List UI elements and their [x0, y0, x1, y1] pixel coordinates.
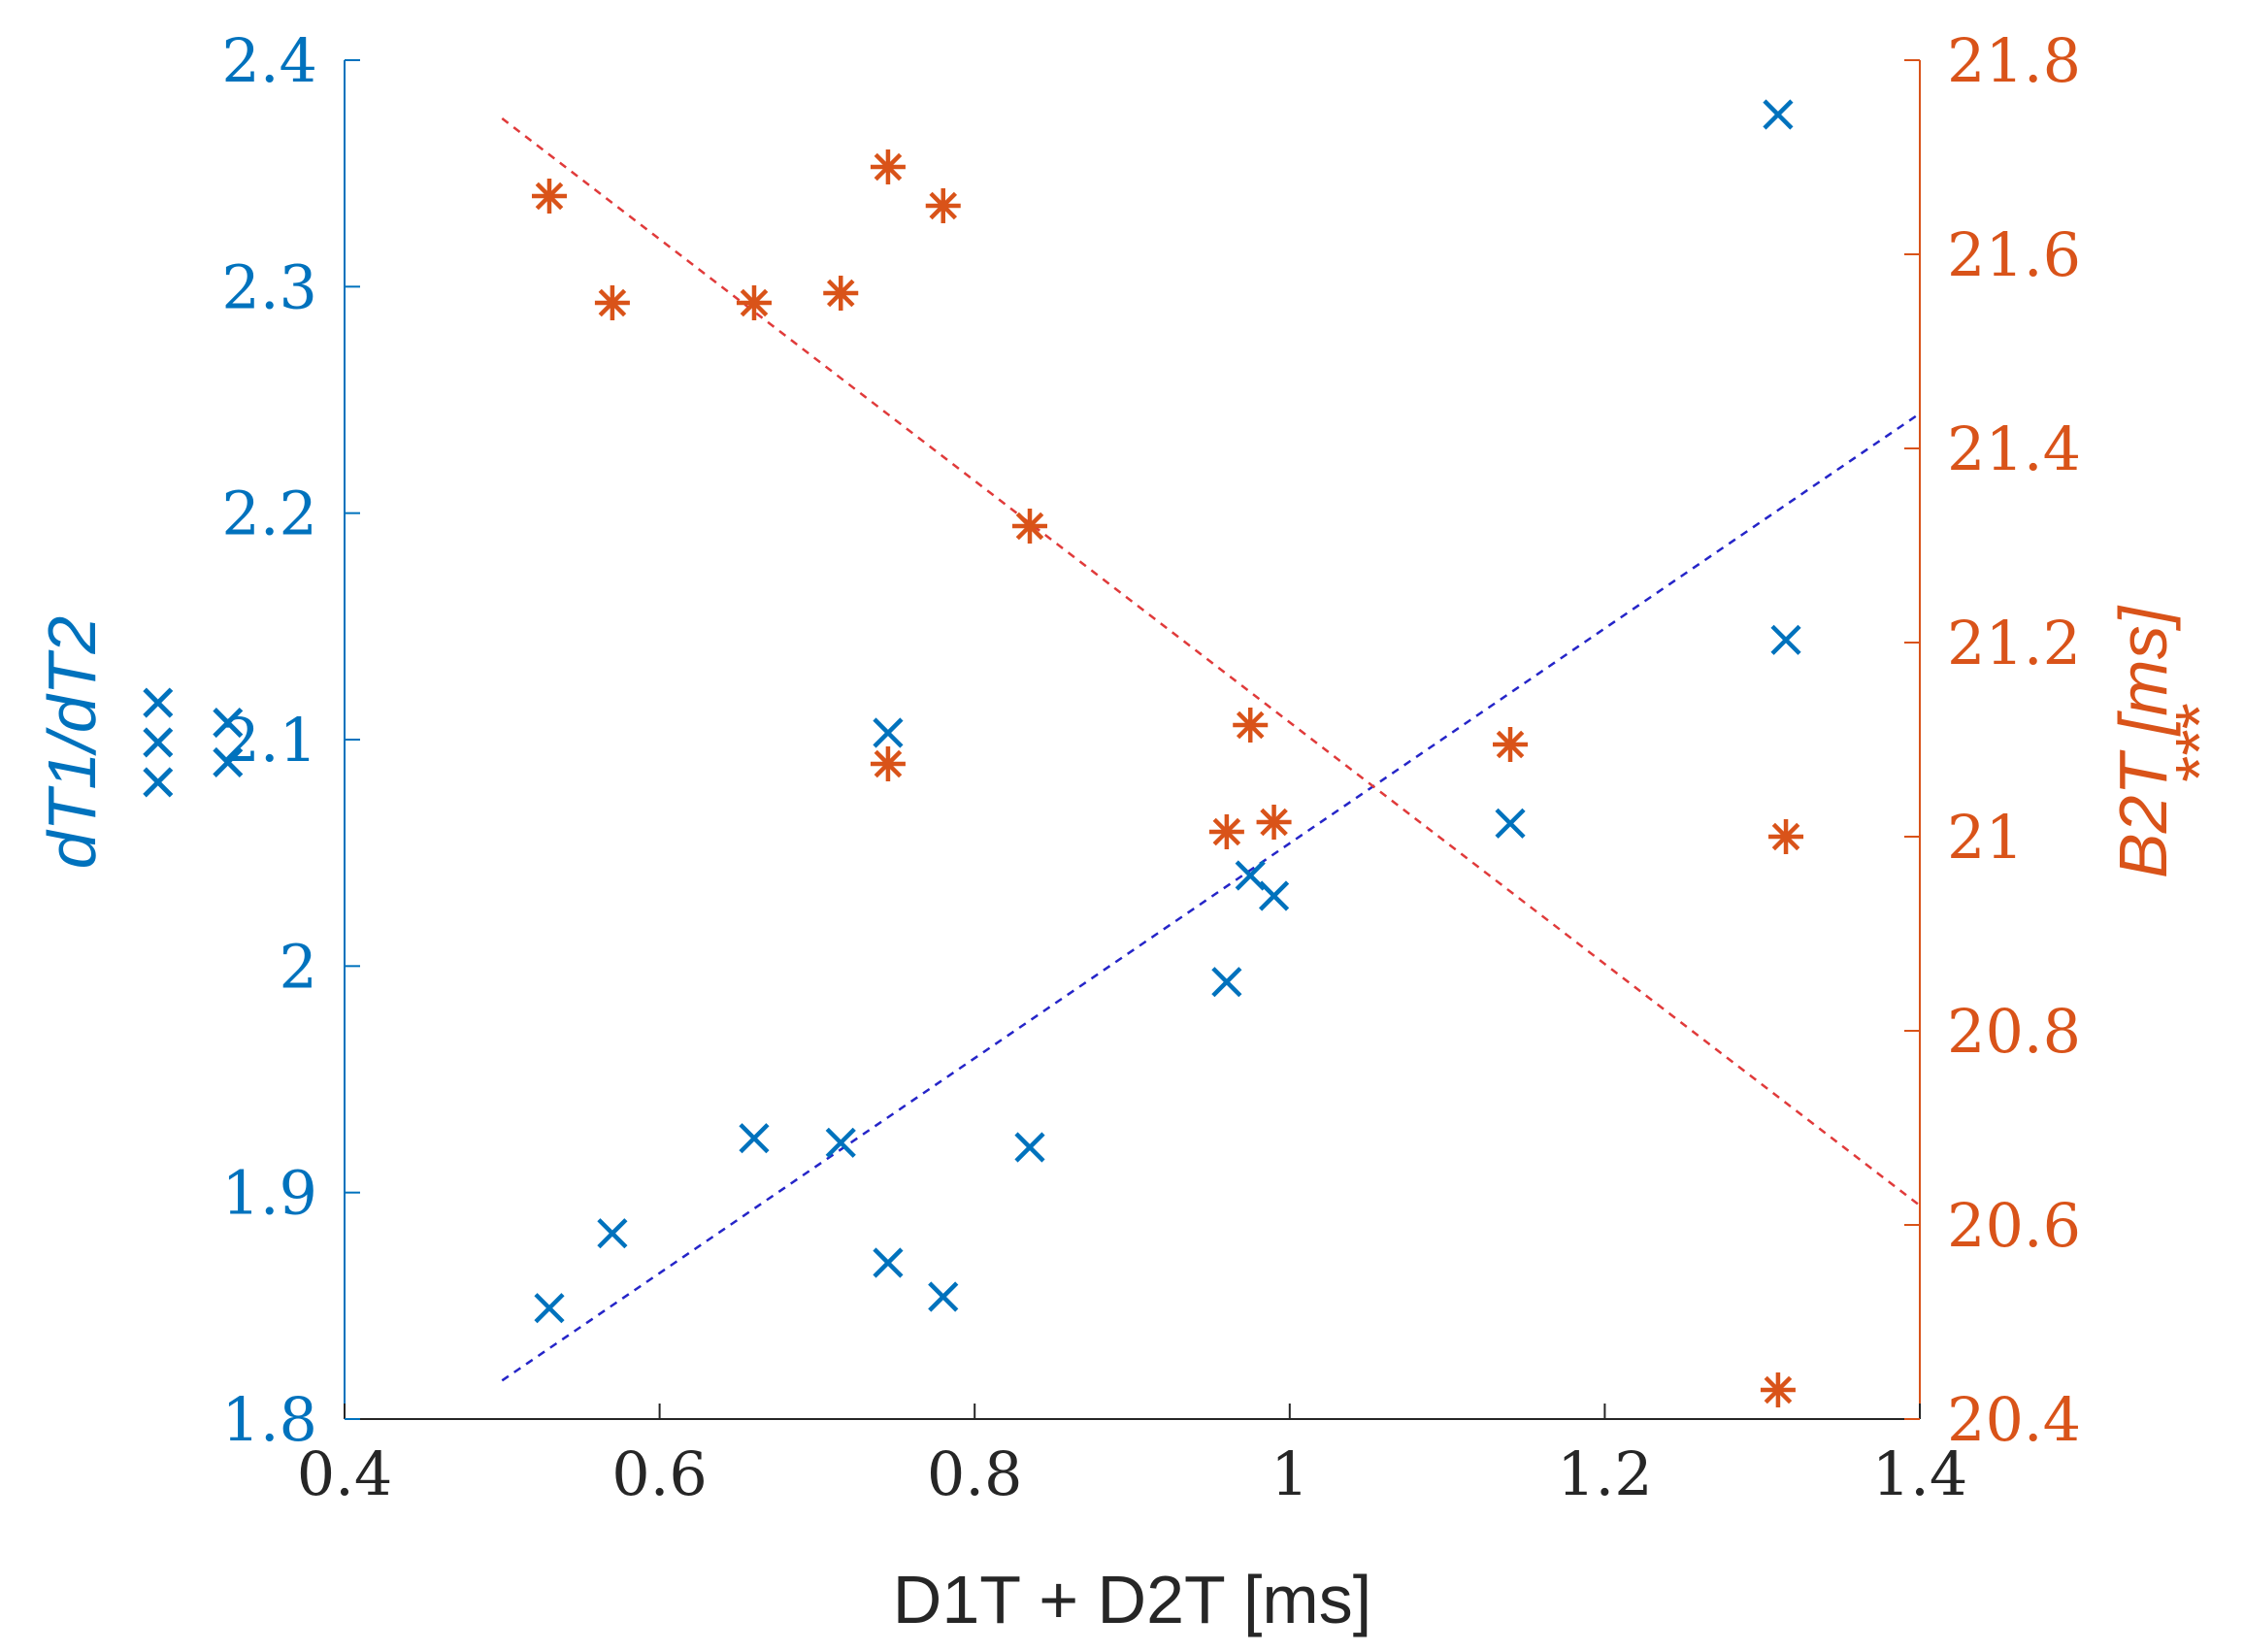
y-left-tick-label: 2: [280, 931, 317, 1002]
x-marker-point: [1763, 99, 1794, 130]
asterisk-marker-point: [1760, 1372, 1796, 1407]
x-marker-stroke: [1770, 624, 1801, 655]
x-axis-label: D1T + D2T [ms]: [893, 1562, 1371, 1637]
x-tick-label: 1: [1270, 1438, 1308, 1509]
asterisk-stroke: [1015, 512, 1044, 541]
asterisk-marker-point: [531, 179, 567, 214]
y-right-tick-label: 21.4: [1947, 413, 2081, 484]
data-points-layer: [531, 99, 1804, 1407]
axes-layer: [344, 60, 1921, 1420]
asterisk-stroke: [1496, 730, 1525, 759]
x-marker-stroke: [928, 1281, 959, 1312]
x-marker-stroke: [873, 717, 904, 748]
x-marker-stroke: [1014, 1132, 1045, 1163]
asterisk-marker-point: [1208, 814, 1244, 849]
y-right-tick-label: 20.4: [1947, 1384, 2081, 1455]
x-marker-point: [1235, 860, 1266, 891]
x-marker-point: [597, 1218, 628, 1249]
x-marker-point: [739, 1123, 770, 1154]
trendline-left: [501, 412, 1921, 1382]
x-marker-stroke: [1495, 808, 1526, 839]
x-marker-point: [1770, 624, 1801, 655]
x-marker-point: [928, 1281, 959, 1312]
asterisk-stroke: [740, 288, 769, 317]
asterisk-marker-point: [823, 276, 859, 311]
asterisk-stroke: [929, 191, 958, 220]
axis-labels-layer: D1T + D2T [ms]dT1/dT2 ××××× B2T [ms]***: [34, 605, 2237, 1637]
x-marker-stroke: [1258, 880, 1290, 911]
asterisk-marker-point: [594, 285, 630, 320]
y-left-axis-label: dT1/dT2: [34, 616, 110, 870]
x-marker-stroke: [873, 1247, 904, 1278]
asterisk-stroke: [1260, 808, 1288, 837]
asterisk-stroke: [874, 152, 903, 182]
x-marker-point: [1211, 967, 1242, 998]
x-tick-label: 1.2: [1557, 1438, 1653, 1509]
asterisk-marker-point: [736, 285, 772, 320]
x-marker-point: [534, 1293, 565, 1324]
y-right-axis-label: B2T [ms]: [2105, 605, 2181, 878]
y-left-tick-label: 2.3: [221, 251, 317, 322]
asterisk-stroke: [826, 279, 855, 308]
asterisk-stroke: [535, 182, 564, 211]
asterisk-stroke: [874, 749, 903, 778]
y-left-tick-label: 1.8: [221, 1384, 317, 1455]
y-right-tick-label: 21: [1947, 802, 2024, 873]
asterisk-stroke: [1236, 710, 1265, 740]
asterisk-marker-point: [870, 746, 906, 781]
asterisk-stroke: [598, 288, 627, 317]
y-right-tick-label: 21.6: [1947, 219, 2081, 290]
y-right-tick-label: 21.8: [1947, 25, 2081, 96]
trendline-layer: [501, 117, 1921, 1382]
y-left-tick-label: 2.4: [221, 25, 317, 96]
x-marker-stroke: [534, 1293, 565, 1324]
asterisk-stroke: [1212, 817, 1241, 846]
asterisk-marker-point: [870, 149, 906, 184]
x-marker-point: [873, 717, 904, 748]
y-left-tick-label: 1.9: [221, 1158, 317, 1229]
x-tick-label: 0.4: [297, 1438, 393, 1509]
asterisk-stroke: [1764, 1375, 1793, 1404]
trendline-right: [501, 117, 1921, 1206]
x-marker-point: [873, 1247, 904, 1278]
asterisk-marker-point: [925, 188, 961, 223]
x-marker-stroke: [739, 1123, 770, 1154]
asterisk-stroke: [1771, 822, 1800, 851]
ticks-layer: 0.4 0.6 0.8 1 1.2 1.4 1.8 1.9 2 2.1 2.2 2.3 2.4 20.4 2…: [221, 25, 2081, 1509]
asterisk-marker-point: [1493, 727, 1529, 762]
x-marker-stroke: [597, 1218, 628, 1249]
x-tick-label: 0.6: [611, 1438, 708, 1509]
x-marker-stroke: [1211, 967, 1242, 998]
x-marker-stroke: [825, 1127, 856, 1158]
x-marker-point: [825, 1127, 856, 1158]
asterisk-marker-point: [1256, 805, 1292, 840]
x-tick-label: 0.8: [927, 1438, 1023, 1509]
x-marker-point: [1258, 880, 1290, 911]
x-tick-label: 1.4: [1872, 1438, 1968, 1509]
y-right-tick-label: 20.8: [1947, 996, 2081, 1067]
asterisk-marker-point: [1012, 509, 1048, 544]
y-left-marker-legend: ×××: [119, 683, 195, 803]
y-right-tick-label: 20.6: [1947, 1190, 2081, 1261]
y-right-tick-label: 21.2: [1947, 608, 2081, 678]
x-marker-point: [1014, 1132, 1045, 1163]
y-left-marker-legend: ××: [189, 703, 265, 782]
y-left-tick-label: 2.1: [221, 705, 317, 776]
asterisk-marker-point: [1233, 708, 1269, 743]
asterisk-marker-point: [1768, 819, 1804, 854]
x-marker-point: [1495, 808, 1526, 839]
y-left-tick-label: 2.2: [221, 479, 317, 549]
y-right-marker-legend: ***: [2162, 703, 2237, 782]
x-marker-stroke: [1235, 860, 1266, 891]
x-marker-stroke: [1763, 99, 1794, 130]
